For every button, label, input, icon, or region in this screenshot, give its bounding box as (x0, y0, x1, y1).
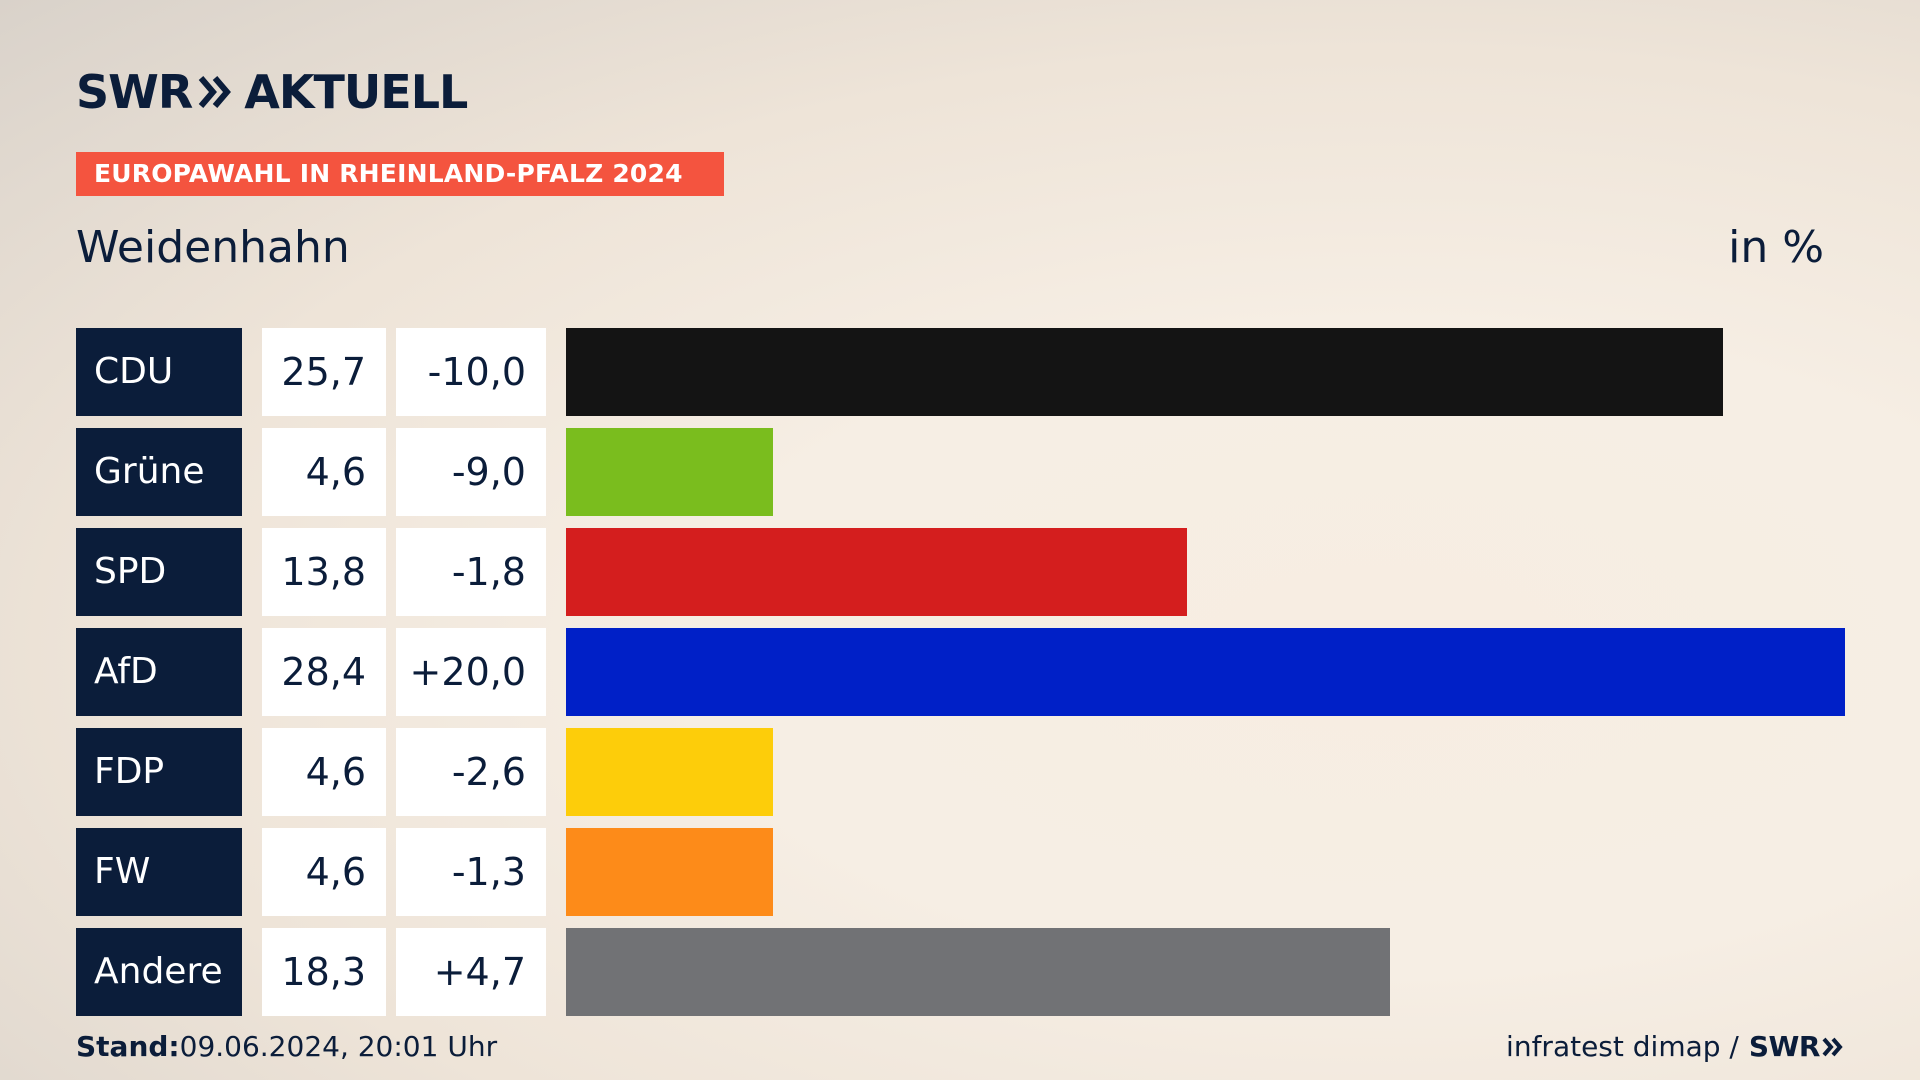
bar-grne (566, 428, 773, 516)
vote-share-label: 4,6 (262, 428, 386, 516)
party-label: SPD (76, 528, 242, 616)
bar-fw (566, 828, 773, 916)
party-label: AfD (76, 628, 242, 716)
unit-label: in % (1728, 222, 1824, 273)
vote-share-label: 18,3 (262, 928, 386, 1016)
party-label: CDU (76, 328, 242, 416)
result-row: CDU 25,7 -10,0 (0, 328, 1920, 416)
swr-aktuell-logo: SWR AKTUELL (76, 65, 468, 119)
double-chevron-icon (199, 76, 232, 108)
result-row: FDP 4,6 -2,6 (0, 728, 1920, 816)
chart-subtitle: Weidenhahn (76, 222, 350, 273)
change-label: -2,6 (396, 728, 546, 816)
bar-afd (566, 628, 1845, 716)
bar-andere (566, 928, 1390, 1016)
bar-spd (566, 528, 1187, 616)
footer-swr-logo: SWR (1748, 1030, 1821, 1063)
footer-double-chevron-icon (1822, 1037, 1843, 1057)
footer-timestamp: Stand:09.06.2024, 20:01 Uhr (76, 1030, 497, 1064)
result-row: SPD 13,8 -1,8 (0, 528, 1920, 616)
logo-brand: SWR (76, 65, 193, 119)
party-label: FW (76, 828, 242, 916)
party-label: Andere (76, 928, 242, 1016)
logo-product: AKTUELL (244, 65, 468, 119)
party-label: FDP (76, 728, 242, 816)
vote-share-label: 28,4 (262, 628, 386, 716)
vote-share-label: 13,8 (262, 528, 386, 616)
change-label: -10,0 (396, 328, 546, 416)
change-label: -9,0 (396, 428, 546, 516)
bar-fdp (566, 728, 773, 816)
source-text: infratest dimap / (1506, 1030, 1739, 1063)
change-label: -1,8 (396, 528, 546, 616)
bar-cdu (566, 328, 1723, 416)
result-row: FW 4,6 -1,3 (0, 828, 1920, 916)
result-row: AfD 28,4 +20,0 (0, 628, 1920, 716)
result-row: Andere 18,3 +4,7 (0, 928, 1920, 1016)
election-banner: EUROPAWAHL IN RHEINLAND-PFALZ 2024 (76, 152, 724, 196)
footer-source: infratest dimap / SWR (1506, 1030, 1844, 1064)
party-label: Grüne (76, 428, 242, 516)
stand-value: 09.06.2024, 20:01 Uhr (179, 1030, 498, 1063)
vote-share-label: 4,6 (262, 828, 386, 916)
vote-share-label: 4,6 (262, 728, 386, 816)
change-label: +4,7 (396, 928, 546, 1016)
change-label: +20,0 (396, 628, 546, 716)
vote-share-label: 25,7 (262, 328, 386, 416)
stand-label: Stand: (76, 1030, 180, 1063)
change-label: -1,3 (396, 828, 546, 916)
result-row: Grüne 4,6 -9,0 (0, 428, 1920, 516)
